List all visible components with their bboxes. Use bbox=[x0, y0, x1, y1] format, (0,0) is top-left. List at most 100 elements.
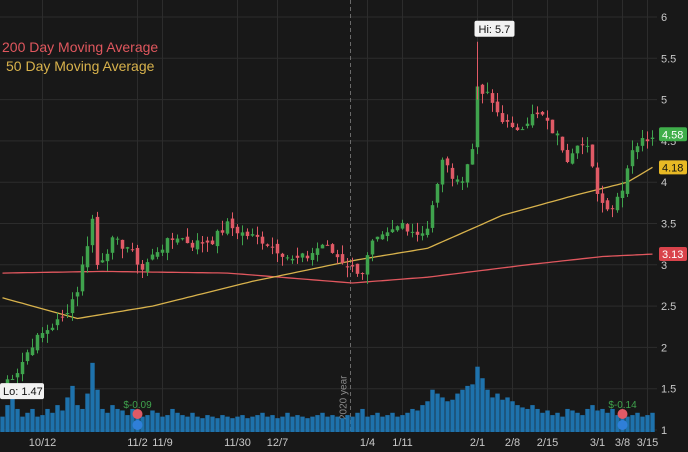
candle-body bbox=[395, 226, 400, 231]
volume-bar bbox=[615, 415, 620, 432]
volume-bar bbox=[390, 412, 395, 432]
candle-body bbox=[500, 113, 505, 123]
x-tick-label: 2/15 bbox=[537, 437, 558, 449]
y-tick-label: 5.5 bbox=[661, 53, 676, 65]
candle-body bbox=[320, 244, 325, 249]
candle-body bbox=[60, 316, 65, 318]
y-tick-label: 1 bbox=[661, 425, 667, 437]
candle-body bbox=[435, 183, 440, 203]
candle-body bbox=[625, 168, 630, 194]
candle-body bbox=[280, 253, 285, 257]
candle-body bbox=[585, 145, 590, 147]
volume-bar bbox=[75, 405, 80, 432]
candle-body bbox=[460, 181, 465, 183]
volume-bar bbox=[420, 405, 425, 432]
volume-bar bbox=[650, 412, 655, 432]
volume-bar bbox=[215, 418, 220, 432]
candle-body bbox=[505, 120, 510, 122]
candle-body bbox=[630, 150, 635, 167]
volume-bar bbox=[495, 393, 500, 432]
candle-body bbox=[305, 255, 310, 259]
volume-bar bbox=[115, 408, 120, 432]
volume-bar bbox=[480, 378, 485, 432]
candle-body bbox=[30, 347, 35, 356]
volume-bar bbox=[485, 389, 490, 432]
x-tick-label: 3/15 bbox=[637, 437, 658, 449]
volume-bar bbox=[300, 416, 305, 432]
candle-body bbox=[120, 239, 125, 249]
volume-bar bbox=[0, 416, 5, 432]
volume-bar bbox=[570, 410, 575, 432]
volume-bar bbox=[60, 410, 65, 432]
candle-body bbox=[290, 258, 295, 261]
candle-body bbox=[325, 244, 330, 246]
event-marker-blue bbox=[617, 420, 628, 430]
volume-bar bbox=[265, 416, 270, 432]
candle-body bbox=[380, 234, 385, 240]
volume-bar bbox=[225, 416, 230, 432]
volume-bar bbox=[565, 408, 570, 432]
volume-bar bbox=[345, 415, 350, 432]
candle-body bbox=[100, 260, 105, 263]
y-tick-label: 4 bbox=[661, 177, 667, 189]
candle-body bbox=[115, 238, 120, 240]
candle-body bbox=[635, 146, 640, 153]
volume-bar bbox=[25, 412, 30, 432]
last-price-badge-box bbox=[659, 127, 687, 142]
volume-bar bbox=[305, 418, 310, 432]
candle-body bbox=[650, 137, 655, 139]
volume-bar bbox=[85, 393, 90, 432]
candle-body bbox=[55, 319, 60, 326]
candle-body bbox=[90, 218, 95, 246]
volume-bar bbox=[270, 415, 275, 432]
volume-bar bbox=[395, 416, 400, 432]
candle-body bbox=[125, 247, 130, 249]
volume-bar bbox=[490, 397, 495, 432]
volume-bar bbox=[605, 412, 610, 432]
candle-body bbox=[35, 334, 40, 351]
candle-body bbox=[330, 244, 335, 253]
volume-bar bbox=[600, 408, 605, 432]
volume-bar bbox=[155, 412, 160, 432]
candle-body bbox=[575, 145, 580, 154]
candle-body bbox=[415, 231, 420, 235]
candle-body bbox=[20, 362, 25, 375]
event-marker-blue bbox=[132, 420, 143, 430]
volume-bar bbox=[30, 408, 35, 432]
candle-body bbox=[25, 352, 30, 362]
candle-body bbox=[545, 117, 550, 121]
volume-bar bbox=[555, 412, 560, 432]
volume-bar bbox=[180, 415, 185, 432]
volume-bar bbox=[65, 397, 70, 432]
candle-body bbox=[610, 208, 615, 210]
volume-bar bbox=[520, 407, 525, 432]
candle-body bbox=[95, 216, 100, 265]
candle-body bbox=[225, 221, 230, 234]
ma200-line bbox=[2, 253, 653, 284]
volume-bar bbox=[540, 412, 545, 432]
volume-bar bbox=[160, 416, 165, 432]
ma50-legend: 50 Day Moving Average bbox=[6, 58, 155, 74]
x-tick-label: 1/11 bbox=[392, 437, 413, 449]
event-marker-red bbox=[617, 409, 628, 419]
volume-bar bbox=[595, 410, 600, 432]
x-tick-label: 3/8 bbox=[615, 437, 630, 449]
year-divider-label: 2020 year bbox=[339, 375, 350, 420]
volume-bar bbox=[245, 418, 250, 432]
candle-body bbox=[390, 229, 395, 233]
volume-bar bbox=[230, 418, 235, 432]
candle-body bbox=[410, 231, 415, 233]
volume-bar bbox=[105, 412, 110, 432]
volume-bar bbox=[455, 393, 460, 432]
volume-bar bbox=[90, 362, 95, 432]
low-label: Lo: 1.47 bbox=[3, 386, 43, 398]
ma50-line bbox=[2, 166, 653, 320]
volume-bar bbox=[575, 412, 580, 432]
volume-bar bbox=[410, 408, 415, 432]
volume-bar bbox=[505, 397, 510, 432]
candle-body bbox=[540, 111, 545, 115]
candle-body bbox=[430, 205, 435, 228]
volume-bar bbox=[630, 415, 635, 432]
y-tick-label: 6 bbox=[661, 12, 667, 24]
volume-bar bbox=[440, 397, 445, 432]
